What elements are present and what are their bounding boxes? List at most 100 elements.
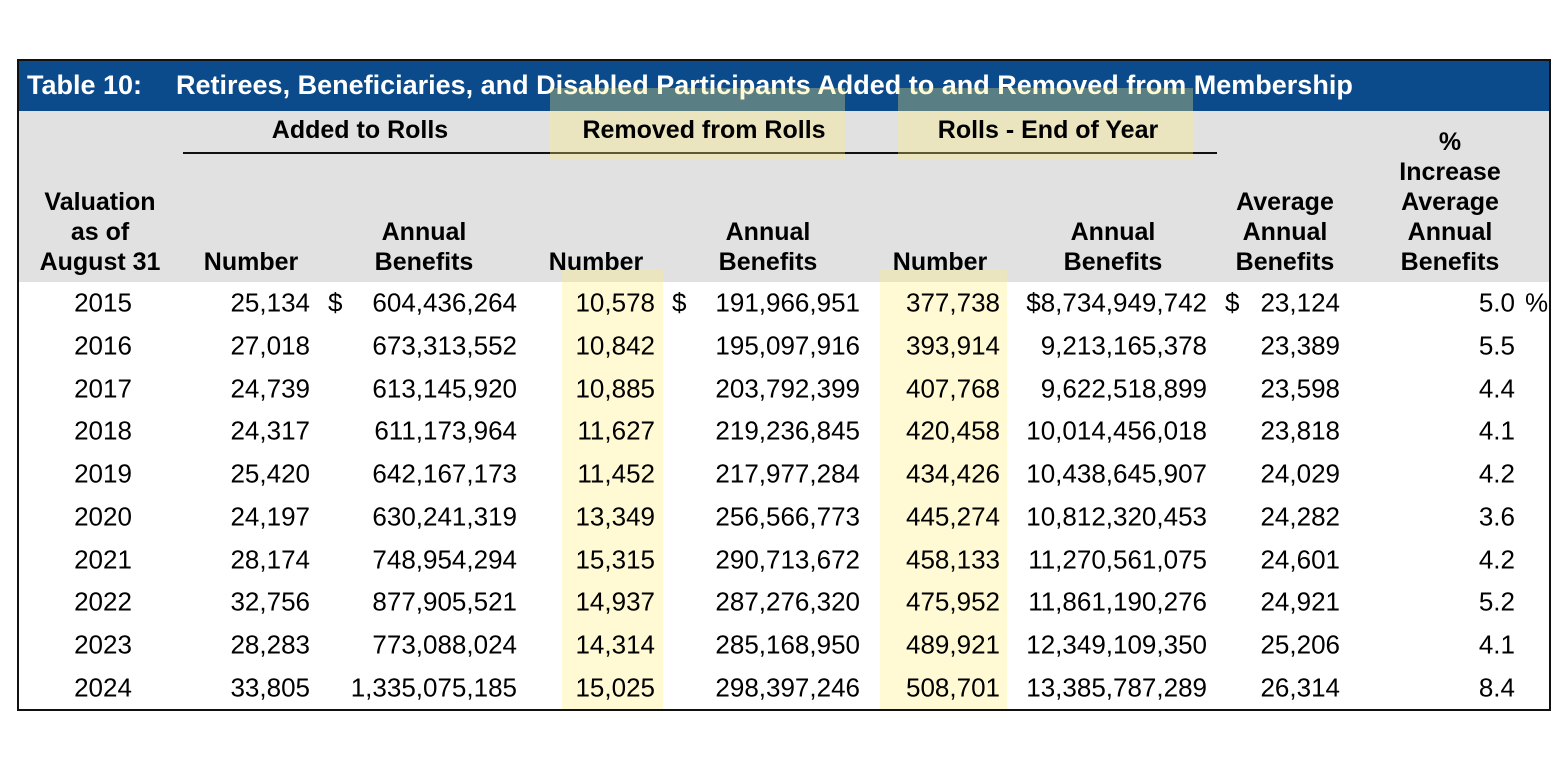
cell: 407,768 xyxy=(906,373,1000,403)
year-cell: 2021 xyxy=(74,544,132,574)
cell: 611,173,964 xyxy=(374,415,517,446)
cell: 3.6 xyxy=(1478,501,1515,532)
cell: 28,174 xyxy=(230,544,310,574)
cell: 24,197 xyxy=(230,501,310,532)
cell: 604,436,264 xyxy=(372,287,517,318)
group-header: Rolls - End of Year xyxy=(937,116,1159,144)
currency-symbol: $ xyxy=(328,287,343,318)
cell: 877,905,521 xyxy=(372,586,517,617)
percent-symbol: % xyxy=(1525,287,1549,318)
column-header: % Increase Average Annual Benefits xyxy=(1399,128,1501,276)
cell: 642,167,173 xyxy=(372,458,517,489)
cell: 458,133 xyxy=(906,544,1000,574)
cell: 24,921 xyxy=(1260,586,1340,617)
cell: 5.2 xyxy=(1478,586,1515,617)
cell: 24,282 xyxy=(1260,501,1340,532)
cell: 32,756 xyxy=(230,586,310,617)
cell: 4.1 xyxy=(1478,629,1515,660)
cell: 5.5 xyxy=(1478,330,1515,361)
cell: 10,438,645,907 xyxy=(1026,458,1207,489)
cell: 4.2 xyxy=(1478,458,1515,489)
cell: 11,627 xyxy=(577,415,655,446)
currency-symbol: $ xyxy=(1225,287,1240,318)
cell: 4.1 xyxy=(1478,415,1515,446)
column-header: Average Annual Benefits xyxy=(1235,188,1335,276)
cell: 256,566,773 xyxy=(715,501,860,532)
cell: 287,276,320 xyxy=(715,586,860,617)
currency-symbol: $ xyxy=(672,287,687,318)
year-cell: 2024 xyxy=(74,672,132,703)
cell: 613,145,920 xyxy=(372,373,517,403)
group-header: Removed from Rolls xyxy=(582,116,826,144)
cell: 217,977,284 xyxy=(715,458,860,489)
cell: 33,805 xyxy=(230,672,310,703)
title-bar xyxy=(19,61,1549,111)
cell: 393,914 xyxy=(906,330,1000,361)
year-cell: 2019 xyxy=(74,458,132,489)
column-header: Annual Benefits xyxy=(718,218,818,276)
cell: 13,385,787,289 xyxy=(1026,672,1207,703)
cell: 445,274 xyxy=(906,501,1000,532)
cell: 15,025 xyxy=(575,672,655,703)
cell: 219,236,845 xyxy=(715,415,860,446)
cell: 420,458 xyxy=(906,415,1000,446)
highlight xyxy=(880,270,1007,709)
cell: 285,168,950 xyxy=(715,629,860,660)
cell: 10,812,320,453 xyxy=(1026,501,1207,532)
cell: 15,315 xyxy=(575,544,655,574)
cell: 9,213,165,378 xyxy=(1040,330,1207,361)
cell: 12,349,109,350 xyxy=(1026,629,1207,660)
year-cell: 2023 xyxy=(74,629,132,660)
cell: 290,713,672 xyxy=(715,544,860,574)
cell: 11,270,561,075 xyxy=(1028,544,1207,574)
cell: 508,701 xyxy=(906,672,1000,703)
cell: 5.0 xyxy=(1478,287,1515,318)
cell: 9,622,518,899 xyxy=(1040,373,1207,403)
cell: 24,029 xyxy=(1260,458,1340,489)
cell: 25,420 xyxy=(230,458,310,489)
year-cell: 2022 xyxy=(74,586,132,617)
cell: 24,317 xyxy=(230,415,310,446)
cell: 10,842 xyxy=(575,330,655,361)
column-header: Number xyxy=(203,248,299,276)
cell: 10,014,456,018 xyxy=(1026,415,1207,446)
cell: 4.4 xyxy=(1478,373,1515,403)
cell: 14,314 xyxy=(575,629,655,660)
header-background xyxy=(19,111,1549,282)
cell: 377,738 xyxy=(906,287,1000,318)
cell: 1,335,075,185 xyxy=(350,672,517,703)
cell: 23,389 xyxy=(1260,330,1340,361)
cell: 195,097,916 xyxy=(715,330,860,361)
year-cell: 2016 xyxy=(74,330,132,361)
year-cell: 2015 xyxy=(74,287,132,318)
cell: 630,241,319 xyxy=(372,501,517,532)
column-header: Number xyxy=(892,248,988,276)
cell: 191,966,951 xyxy=(715,287,860,318)
column-header: Valuation as of August 31 xyxy=(39,188,161,276)
year-cell: 2018 xyxy=(74,415,132,446)
table-frame xyxy=(17,59,1551,711)
cell: 11,861,190,276 xyxy=(1028,586,1207,617)
highlight xyxy=(898,88,1193,160)
highlight xyxy=(562,270,663,709)
column-header: Annual Benefits xyxy=(1063,218,1163,276)
column-header: Annual Benefits xyxy=(374,218,474,276)
cell: 748,954,294 xyxy=(372,544,517,574)
year-cell: 2017 xyxy=(74,373,132,403)
group-header: Added to Rolls xyxy=(271,116,449,144)
cell: 23,598 xyxy=(1260,373,1340,403)
cell: 203,792,399 xyxy=(715,373,860,403)
highlight xyxy=(550,88,845,160)
cell: 26,314 xyxy=(1260,672,1340,703)
cell: 10,885 xyxy=(575,373,655,403)
cell: 10,578 xyxy=(575,287,655,318)
cell: 13,349 xyxy=(575,501,655,532)
cell: 4.2 xyxy=(1478,544,1515,574)
cell: 298,397,246 xyxy=(715,672,860,703)
group-underline xyxy=(183,152,1217,154)
cell: 23,818 xyxy=(1260,415,1340,446)
cell: 24,739 xyxy=(230,373,310,403)
cell: 773,088,024 xyxy=(372,629,517,660)
cell: 27,018 xyxy=(230,330,310,361)
